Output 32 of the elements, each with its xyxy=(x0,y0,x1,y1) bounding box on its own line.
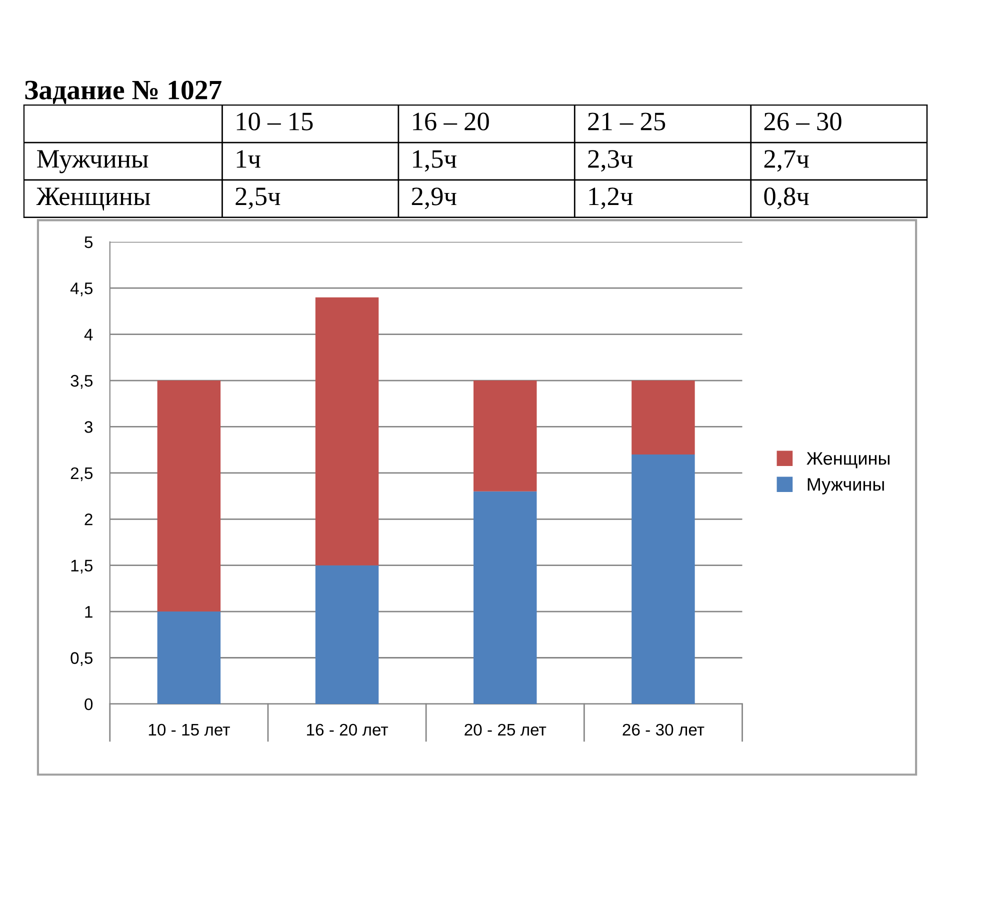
legend-label: Женщины xyxy=(806,452,890,468)
text: 1ч xyxy=(236,150,260,168)
text: Задание № 1027 xyxy=(25,80,222,104)
x-tick-label: 10 - 15 лет xyxy=(148,724,230,736)
y-tick-label: 4 xyxy=(84,328,93,340)
text: 0,8ч xyxy=(764,188,809,210)
text: 2,7ч xyxy=(764,150,809,172)
y-tick-label: 2 xyxy=(84,514,92,526)
y-tick-label: 0,5 xyxy=(70,652,93,666)
text: 1,2ч xyxy=(589,188,633,210)
text: 2,3ч xyxy=(588,150,633,172)
y-tick-label: 3 xyxy=(84,421,92,433)
y-tick-label: 5 xyxy=(84,236,93,248)
y-tick-label: 4,5 xyxy=(70,282,93,296)
legend-label: Мужчины xyxy=(808,478,884,494)
category-label: 10 – 15 xyxy=(236,112,313,130)
category-label: 26 – 30 xyxy=(764,112,842,130)
category-label: 16 – 20 xyxy=(413,112,489,130)
text: 2,5ч xyxy=(236,188,280,210)
category-label: 21 – 25 xyxy=(588,112,666,130)
text: 2,9ч xyxy=(412,188,456,210)
y-tick-label: 0 xyxy=(84,698,93,710)
y-tick-label: 2,5 xyxy=(70,467,93,482)
category-label: Мужчины xyxy=(37,150,148,174)
x-tick-label: 26 - 30 лет xyxy=(622,724,704,736)
y-tick-label: 1 xyxy=(85,606,92,618)
y-tick-label: 1,5 xyxy=(71,560,93,574)
category-label: Женщины xyxy=(36,188,150,211)
y-tick-label: 3,5 xyxy=(70,374,93,389)
x-tick-label: 16 - 20 лет xyxy=(307,724,388,736)
text: 1,5ч xyxy=(413,150,456,172)
x-tick-label: 20 - 25 лет xyxy=(464,724,546,736)
